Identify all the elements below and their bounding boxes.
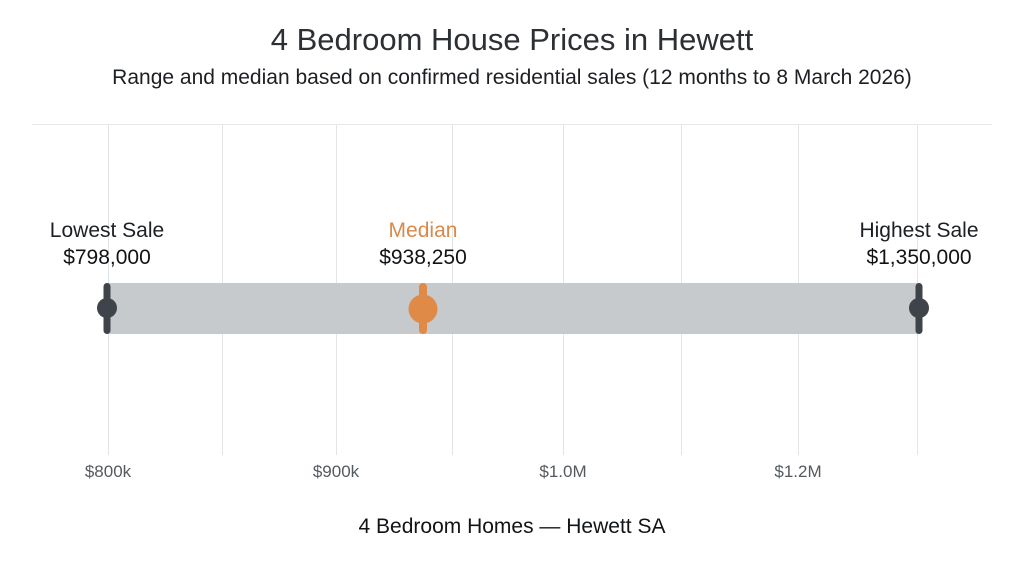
highest-sale-value: $1,350,000 — [866, 246, 972, 269]
top-divider — [32, 124, 992, 125]
median-annotation: Median $938,250 — [379, 217, 467, 271]
x-tick-800k: $800k — [84, 462, 132, 481]
highest-sale-label: Highest Sale — [859, 219, 979, 242]
median-label: Median — [388, 219, 458, 242]
x-axis-label: 4 Bedroom Homes — Hewett SA — [358, 515, 666, 538]
price-range-bar — [107, 283, 920, 334]
chart-subtitle: Range and median based on confirmed resi… — [112, 66, 912, 89]
median-value: $938,250 — [379, 246, 467, 269]
x-tick-1-0m: $1.0M — [539, 462, 587, 481]
highest-sale-annotation: Highest Sale $1,350,000 — [859, 217, 978, 271]
chart-title: 4 Bedroom House Prices in Hewett — [270, 22, 754, 57]
lowest-sale-label: Lowest Sale — [49, 219, 165, 242]
median-marker-dot — [408, 294, 438, 324]
lowest-sale-marker-dot — [97, 298, 117, 318]
highest-sale-marker-dot — [909, 298, 929, 318]
lowest-sale-value: $798,000 — [63, 246, 151, 269]
x-tick-900k: $900k — [312, 462, 360, 481]
lowest-sale-annotation: Lowest Sale $798,000 — [50, 217, 164, 271]
x-tick-1-2m: $1.2M — [774, 462, 822, 481]
